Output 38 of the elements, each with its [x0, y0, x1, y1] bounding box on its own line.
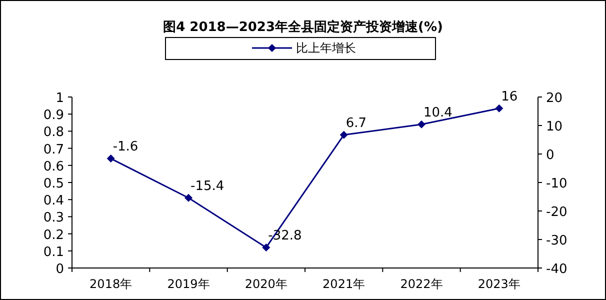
y2-tick-label: -40	[546, 262, 568, 277]
y-tick-label: 0.6	[43, 159, 64, 174]
point	[418, 120, 426, 128]
y-tick-label: 0.8	[43, 125, 64, 140]
point	[340, 130, 348, 139]
y-tick-label: 0.4	[43, 194, 64, 209]
x-tick-label: 2022年	[400, 277, 443, 291]
y-tick-label: 0.3	[43, 210, 64, 226]
title: 图4 2018—2023年全县固定资产投资增速(%)	[163, 20, 443, 35]
data-label: 6.7	[346, 116, 367, 131]
point	[184, 194, 192, 202]
legend-label: 比上年增长	[296, 41, 356, 55]
data-label: 16	[501, 89, 518, 104]
y2-tick-label: 0	[546, 148, 554, 163]
y2-tick-label: -20	[546, 205, 568, 220]
y-tick-label: 0.7	[43, 142, 64, 158]
legend: 比上年增长	[165, 37, 436, 60]
y-tick-label: 0	[56, 262, 64, 277]
point	[495, 104, 504, 112]
x-tick-label: 2020年	[244, 277, 288, 291]
y2-tick-label: 20	[546, 91, 563, 106]
data-label: -15.4	[190, 178, 224, 194]
y-tick-label: 0.9	[43, 108, 64, 124]
y2-tick-label: -10	[546, 176, 568, 192]
y-tick-label: 0.5	[43, 176, 64, 192]
x-tick-label: 2023年	[478, 277, 520, 291]
data-label: -1.6	[112, 140, 138, 155]
x-tick-label: 2018年	[90, 277, 132, 291]
x-tick-label: 2021年	[322, 277, 366, 291]
y-tick-label: 1	[56, 91, 64, 106]
y-tick-label: 0.2	[43, 228, 64, 243]
data-label: 10.4	[424, 105, 452, 120]
y-tick-label: 0.1	[43, 244, 64, 260]
y2-tick-label: 10	[546, 120, 563, 134]
y2-tick-label: -30	[546, 234, 568, 248]
x-tick-label: 2019年	[167, 277, 210, 291]
point	[106, 154, 115, 163]
point	[262, 243, 270, 252]
